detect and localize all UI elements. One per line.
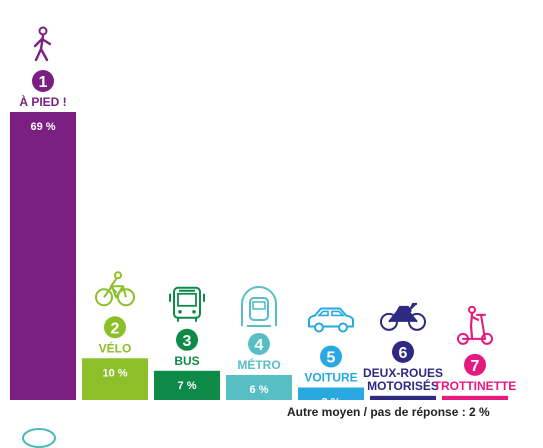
rank-badge xyxy=(320,345,342,368)
metro-icon xyxy=(241,285,277,327)
bar xyxy=(370,395,436,400)
rank-badge xyxy=(392,340,414,363)
bar-value-label: 1 % xyxy=(394,405,413,417)
category-label: BUS xyxy=(174,354,199,368)
bar xyxy=(82,358,148,400)
car-icon xyxy=(308,307,354,333)
bar-value-label: 7 % xyxy=(178,380,197,392)
partial-circle-icon xyxy=(22,428,56,448)
category-label: VOITURE xyxy=(304,370,357,384)
category-label: DEUX-ROUES xyxy=(363,366,443,380)
rank-badge xyxy=(176,328,198,351)
scooter-icon xyxy=(457,305,493,345)
rank-badge xyxy=(32,70,54,92)
bar xyxy=(10,112,76,400)
motorcycle-icon xyxy=(380,302,426,331)
bar-value-label: 1 % xyxy=(466,405,485,417)
rank-badge xyxy=(104,316,126,339)
rank-badge xyxy=(464,353,486,376)
category-label: MÉTRO xyxy=(237,357,280,372)
rank-number: 6 xyxy=(399,345,408,362)
bar-value-label: 3 % xyxy=(322,396,341,408)
rank-number: 1 xyxy=(39,74,48,91)
bicycle-icon xyxy=(95,271,135,307)
bar xyxy=(298,387,364,400)
mode-share-chart: 69 % À PIED ! 1 10 % VÉLO 2 7 % BUS 3 6 % MÉTRO 4 3 … xyxy=(10,26,517,417)
walker-icon xyxy=(33,26,52,62)
category-label: VÉLO xyxy=(99,340,132,355)
rank-number: 3 xyxy=(183,333,192,350)
bar xyxy=(442,395,508,400)
bar xyxy=(154,370,220,400)
rank-number: 2 xyxy=(111,320,120,337)
bar-value-label: 6 % xyxy=(250,384,269,396)
rank-number: 5 xyxy=(327,349,336,366)
category-label: À PIED ! xyxy=(19,94,66,109)
bar xyxy=(226,374,292,400)
category-label: TROTTINETTE xyxy=(434,379,517,393)
rank-number: 7 xyxy=(471,358,480,375)
bus-icon xyxy=(169,286,205,322)
bar-value-label: 10 % xyxy=(102,367,127,379)
category-label: MOTORISÉS xyxy=(367,378,439,393)
other-response-note: Autre moyen / pas de réponse : 2 % xyxy=(287,405,490,419)
rank-number: 4 xyxy=(255,337,264,354)
bar-value-label: 69 % xyxy=(30,121,55,133)
rank-badge xyxy=(248,332,270,355)
